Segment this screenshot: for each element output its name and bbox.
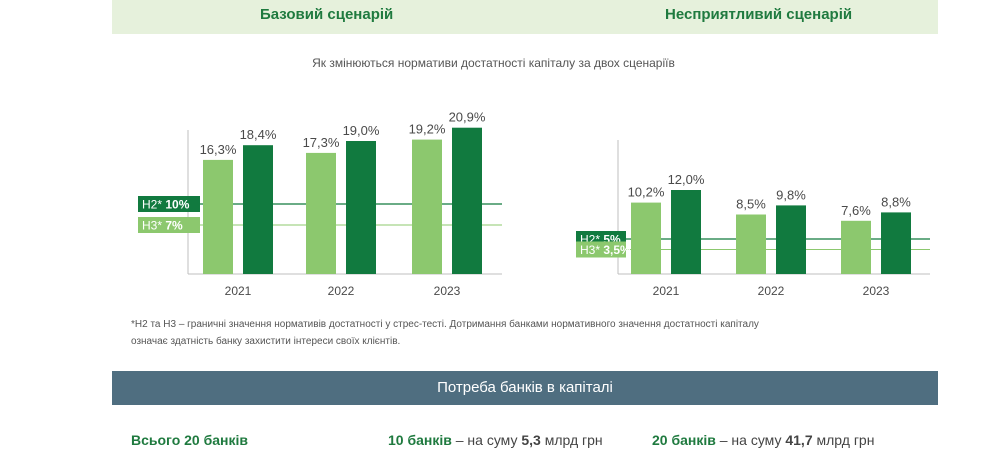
bar-dark [776, 205, 806, 274]
data-label-light: 19,2% [409, 122, 446, 137]
bar-light [203, 159, 233, 274]
adverse-banks-count: 20 банків [652, 432, 716, 448]
adverse-need: 20 банків – на суму 41,7 млрд грн [652, 432, 874, 448]
chart-subtitle: Як змінюються нормативи достатності капі… [312, 56, 675, 70]
base-scenario-chart: Н2* 10%Н3* 7%16,3%18,4%202117,3%19,0%202… [138, 110, 502, 298]
x-tick-label: 2023 [863, 284, 890, 298]
adverse-need-text: – на суму [715, 432, 786, 448]
adverse-scenario-chart: Н2* 5%Н3* 3,5%10,2%12,0%20218,5%9,8%2022… [576, 140, 930, 298]
x-tick-label: 2021 [225, 284, 252, 298]
threshold-name: Н2* [142, 198, 165, 212]
threshold-tag [138, 196, 200, 212]
bar-dark [881, 212, 911, 274]
threshold-tag [576, 241, 626, 258]
bar-light [412, 139, 442, 274]
x-tick-label: 2021 [653, 284, 680, 298]
base-need-amount: 5,3 [521, 432, 541, 448]
base-need-unit: млрд грн [540, 432, 603, 448]
scenario-tabs: Базовий сценарій Несприятливий сценарій [112, 0, 938, 34]
threshold-value: 7% [165, 219, 183, 233]
x-tick-label: 2022 [758, 284, 785, 298]
threshold-value: 3,5% [603, 243, 631, 257]
data-label-dark: 20,9% [449, 110, 486, 125]
threshold-label: Н3* 3,5% [580, 243, 631, 257]
x-tick-label: 2023 [434, 284, 461, 298]
base-need: 10 банків – на суму 5,3 млрд грн [388, 432, 603, 448]
bar-light [841, 220, 871, 274]
threshold-value: 10% [165, 198, 189, 212]
data-label-dark: 8,8% [881, 194, 911, 209]
threshold-label: Н2* 10% [142, 198, 190, 212]
tab-adverse-scenario: Несприятливий сценарій [665, 6, 853, 23]
bar-dark [671, 190, 701, 274]
data-label-light: 16,3% [200, 142, 237, 157]
threshold-tag [138, 217, 200, 233]
total-banks-label: Всього 20 банків [131, 432, 248, 448]
bar-light [736, 214, 766, 274]
data-label-light: 7,6% [841, 203, 871, 218]
total-banks: Всього 20 банків [131, 432, 248, 448]
bar-light [306, 152, 336, 274]
bar-light [631, 202, 661, 274]
footnote: *Н2 та Н3 – граничні значення нормативів… [131, 316, 931, 350]
capital-need-banner: Потреба банків в капіталі [112, 371, 938, 405]
data-label-light: 8,5% [736, 197, 766, 212]
bar-dark [346, 141, 376, 274]
threshold-name: Н3* [142, 219, 165, 233]
data-label-dark: 9,8% [776, 187, 806, 202]
tab-base-scenario: Базовий сценарій [260, 6, 394, 23]
adverse-need-amount: 41,7 [785, 432, 813, 448]
data-label-dark: 19,0% [343, 123, 380, 138]
x-tick-label: 2022 [328, 284, 355, 298]
footnote-line-2: означає здатність банку захистити інтере… [131, 336, 401, 347]
base-banks-count: 10 банків [388, 432, 452, 448]
data-label-light: 17,3% [303, 135, 340, 150]
data-label-light: 10,2% [628, 185, 665, 200]
threshold-label: Н3* 7% [142, 219, 183, 233]
bar-dark [243, 145, 273, 274]
footnote-line-1: *Н2 та Н3 – граничні значення нормативів… [131, 319, 759, 330]
base-need-text: – на суму [451, 432, 522, 448]
data-label-dark: 18,4% [240, 127, 277, 142]
data-label-dark: 12,0% [668, 172, 705, 187]
bar-dark [452, 127, 482, 274]
threshold-name: Н3* [580, 243, 603, 257]
adverse-need-unit: млрд грн [812, 432, 875, 448]
